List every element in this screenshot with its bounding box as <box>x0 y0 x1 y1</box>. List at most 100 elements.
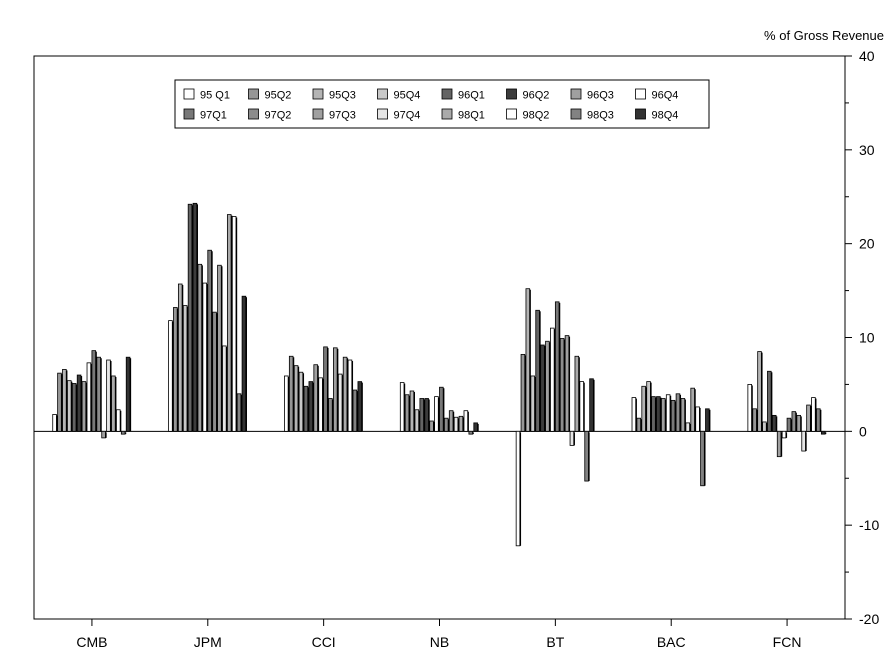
bar <box>771 414 777 432</box>
bar <box>357 381 363 432</box>
bar <box>661 398 666 432</box>
bar <box>540 344 545 432</box>
y-axis-unit-label: % of Gross Revenue <box>764 28 884 43</box>
bar-shadow <box>115 376 117 432</box>
bar <box>236 393 242 432</box>
bar <box>217 264 222 432</box>
bar-shadow <box>66 370 68 432</box>
legend-label: 95Q3 <box>329 90 356 102</box>
bar-shadow <box>240 394 243 432</box>
legend-swatch <box>248 88 259 100</box>
bar <box>288 355 294 432</box>
bar-shadow <box>699 407 701 432</box>
bar <box>675 393 681 432</box>
legend-swatch <box>441 88 453 100</box>
bar-shadow <box>351 361 354 432</box>
bar <box>96 356 101 432</box>
bar-shadow <box>71 381 73 432</box>
bar <box>318 377 323 432</box>
bar-shadow <box>549 342 551 432</box>
legend-swatch <box>183 108 195 120</box>
bar <box>342 356 348 432</box>
bar-shadow <box>105 432 107 438</box>
bar <box>231 216 237 432</box>
bar-shadow <box>201 265 203 432</box>
bar-shadow <box>790 419 792 432</box>
bar-shadow <box>544 346 546 432</box>
bar <box>525 288 531 432</box>
bar <box>820 430 826 435</box>
bar-shadow <box>433 422 435 432</box>
bar <box>328 398 333 432</box>
y-tick-label: 20 <box>859 236 875 252</box>
bar-shadow <box>100 358 102 432</box>
bar-shadow <box>322 378 324 432</box>
bar <box>816 408 821 432</box>
bar <box>806 404 811 432</box>
legend-swatch <box>570 88 582 100</box>
bar <box>313 364 318 432</box>
legend-label: 98Q4 <box>652 110 679 122</box>
bar <box>337 373 343 432</box>
bar-shadow <box>361 382 363 432</box>
bar-shadow <box>593 379 595 432</box>
legend-label: 97Q1 <box>200 110 227 122</box>
bar-shadow <box>785 432 788 438</box>
bar <box>71 383 77 432</box>
bar <box>796 414 801 432</box>
bar <box>690 387 695 432</box>
bar-shadow <box>95 351 97 432</box>
bar-shadow <box>191 205 194 432</box>
bar-shadow <box>302 373 305 432</box>
bar <box>81 381 87 432</box>
bar-shadow <box>660 397 662 432</box>
bar-shadow <box>408 395 411 432</box>
bar <box>695 406 700 432</box>
x-tick-label: JPM <box>194 634 222 650</box>
bar <box>651 396 656 432</box>
bar <box>409 390 415 432</box>
bar-shadow <box>129 358 132 432</box>
bar <box>530 375 535 432</box>
bar <box>767 370 772 432</box>
x-tick-label: FCN <box>773 634 802 650</box>
y-tick-label: 0 <box>859 423 867 439</box>
bar <box>439 386 444 432</box>
legend-swatch <box>377 108 388 120</box>
bar-shadow <box>766 422 768 432</box>
bar <box>298 371 304 432</box>
legend-swatch <box>570 108 582 120</box>
bar-shadow <box>231 215 233 432</box>
x-tick-label: CCI <box>312 634 336 650</box>
bar <box>791 411 797 432</box>
x-tick-label: BAC <box>657 634 686 650</box>
bar <box>705 408 710 432</box>
bar-shadow <box>665 399 667 432</box>
bar <box>207 249 212 432</box>
bar-shadow <box>539 311 541 432</box>
bar-shadow <box>776 416 778 432</box>
bars <box>52 202 827 547</box>
bar-shadow <box>404 383 406 432</box>
bar-shadow <box>346 358 349 432</box>
bar <box>303 385 309 432</box>
bar <box>106 359 111 432</box>
bar <box>776 430 782 458</box>
bar-shadow <box>573 432 575 446</box>
bar <box>636 417 642 432</box>
bar-shadow <box>805 432 807 452</box>
x-axis: CMB JPM CCI NB BT BAC FCN <box>76 619 801 650</box>
legend-swatch <box>377 88 388 100</box>
bar-shadow <box>534 376 536 432</box>
bar <box>584 430 589 482</box>
bar-shadow <box>795 412 797 432</box>
legend-swatch <box>183 88 195 100</box>
legend-swatch <box>635 88 646 100</box>
bar <box>656 396 661 432</box>
bar <box>187 203 193 432</box>
bar-shadow <box>418 410 420 432</box>
bar-shadow <box>655 397 657 432</box>
bar-shadow <box>211 251 213 432</box>
bar <box>453 416 459 432</box>
bar <box>424 398 429 432</box>
